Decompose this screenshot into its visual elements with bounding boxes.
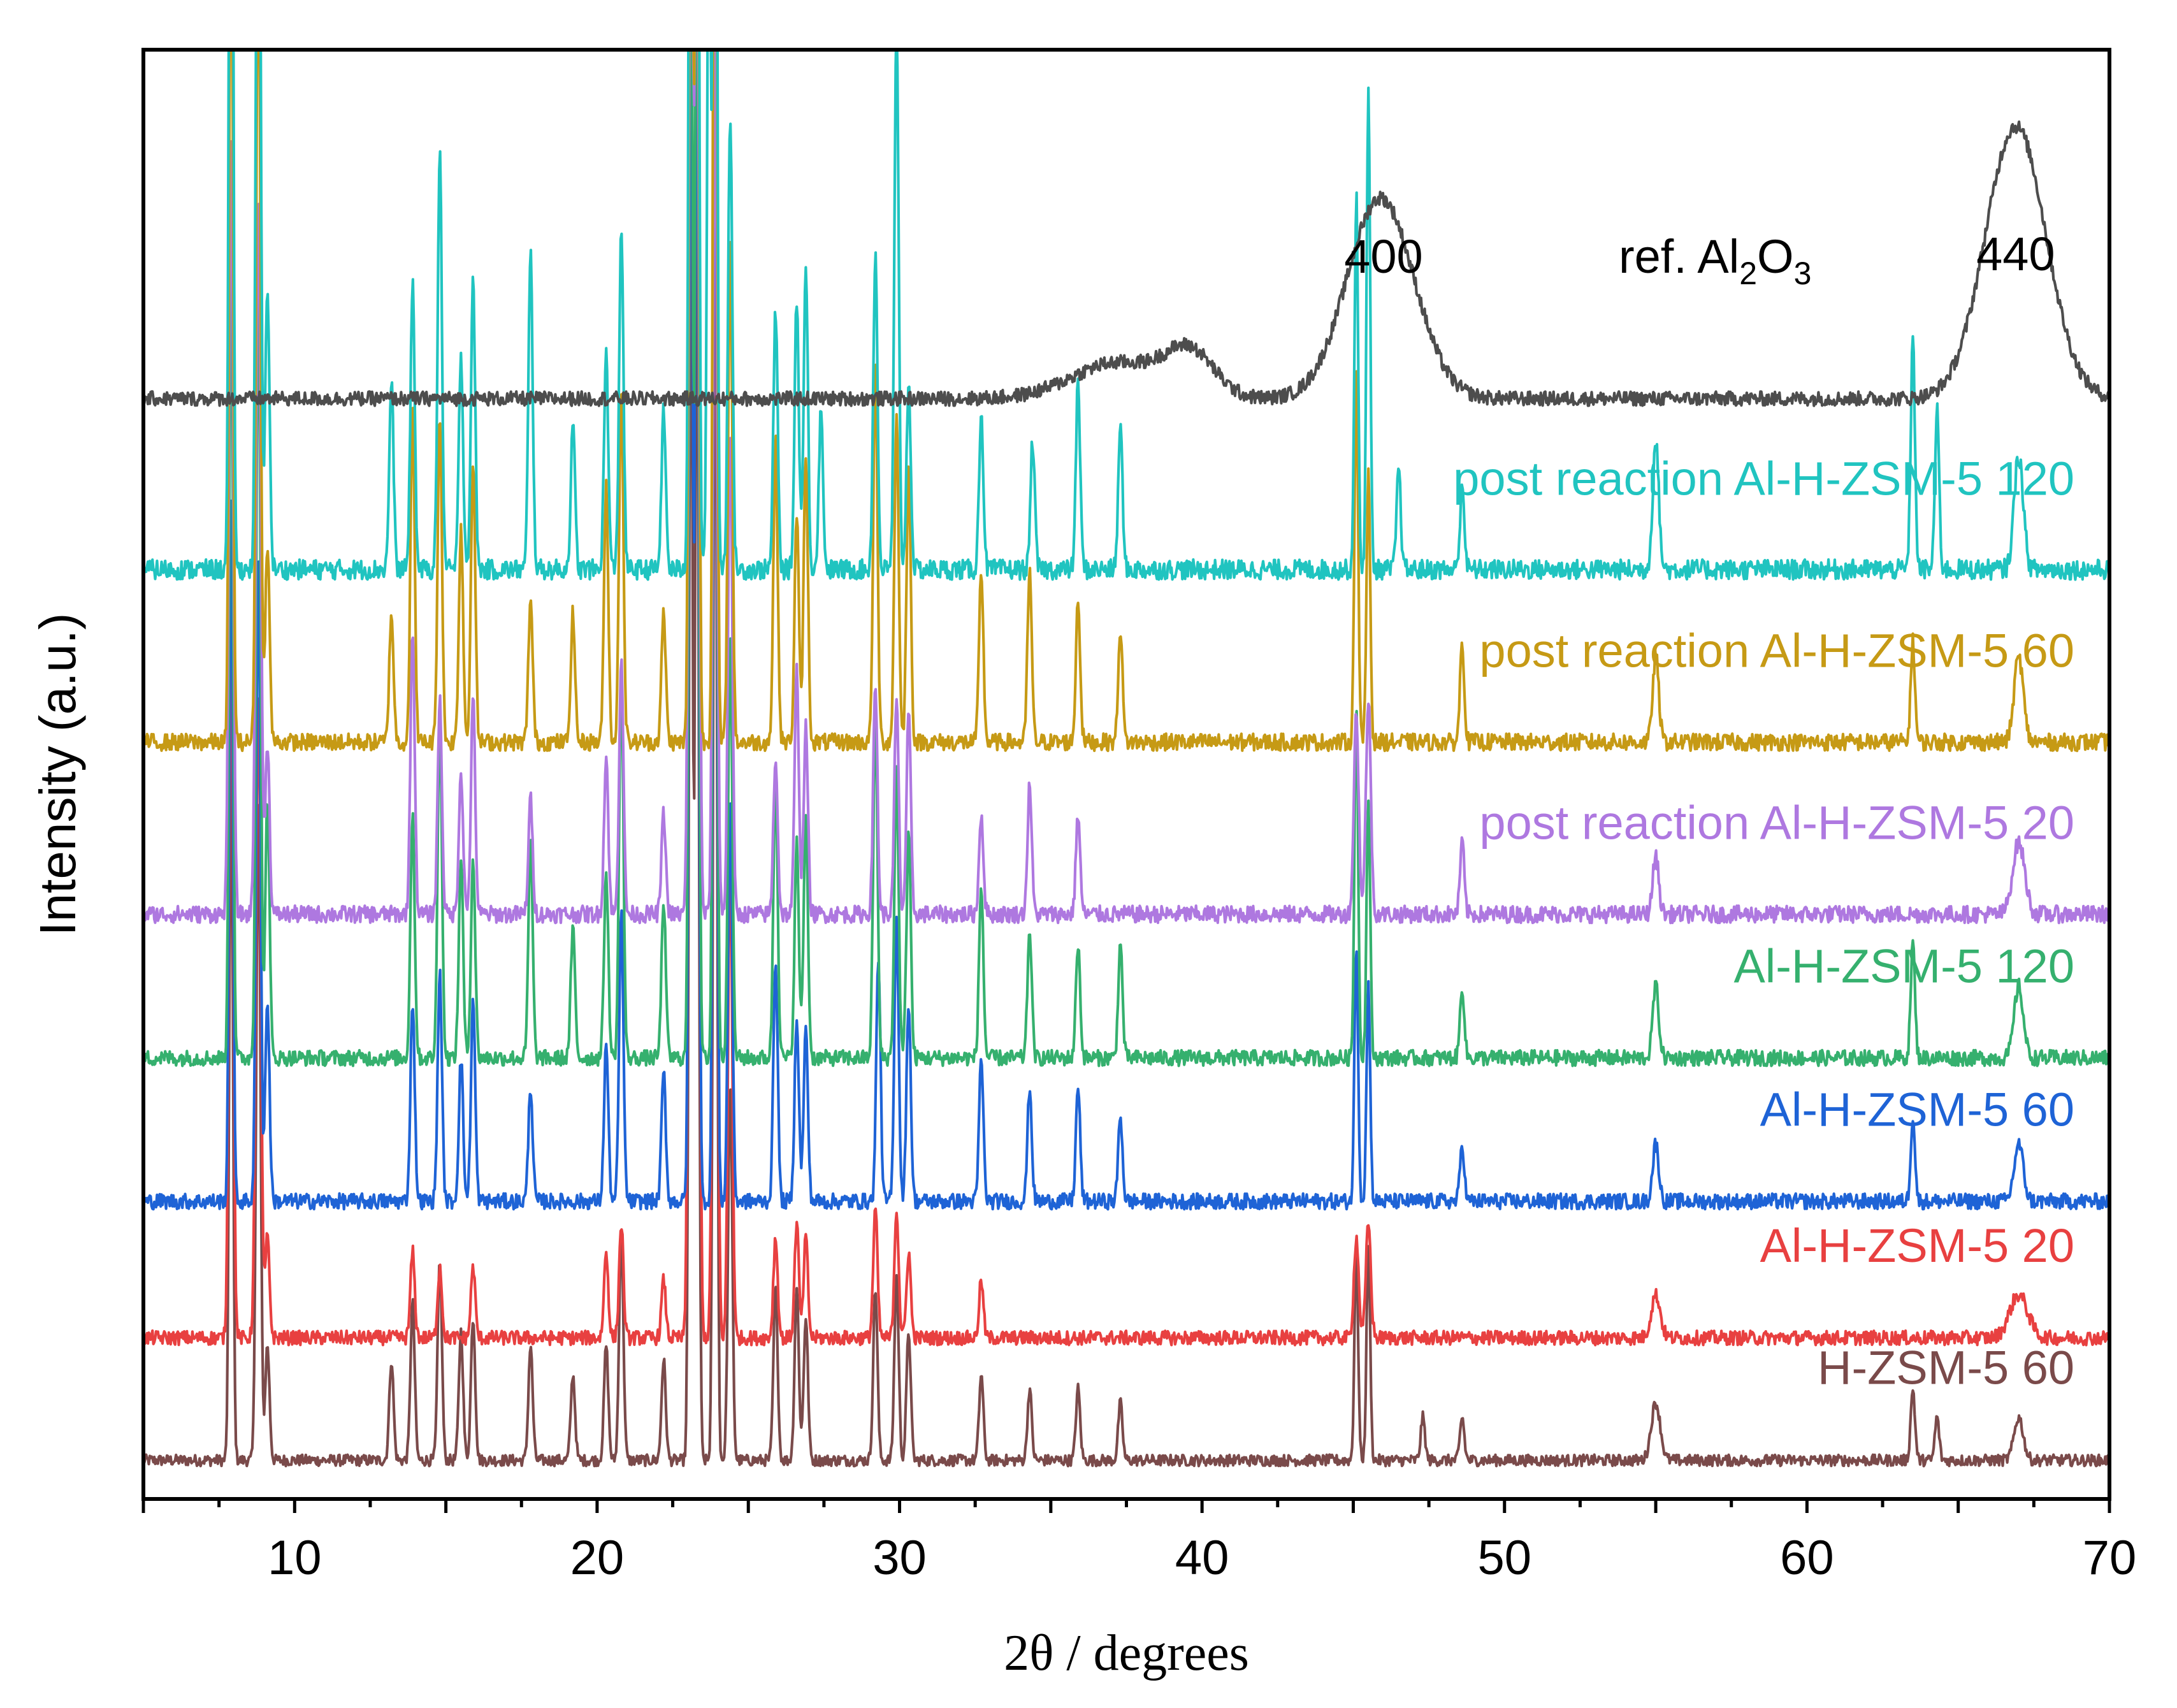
trace-labels-group: H-ZSM-5 60 Al-H-ZSM-5 20 Al-H-ZSM-5 60 Al-H… [1453, 452, 2074, 1394]
trace-label-h-zsm-5-60: H-ZSM-5 60 [1818, 1341, 2074, 1394]
trace-ref-al2o3 [143, 120, 2109, 407]
trace-post-reaction-al-h-zsm-5-60 [143, 50, 2109, 753]
x-tick-label: 30 [872, 1531, 927, 1585]
x-tick-label: 20 [570, 1531, 625, 1585]
trace-label-al-h-zsm-5-20: Al-H-ZSM-5 20 [1760, 1219, 2074, 1272]
annotation-ref-al2o3: ref. Al2O3 [1619, 230, 1811, 291]
trace-label-post-reaction-al-h-zsm-5-20: post reaction Al-H-ZSM-5 20 [1479, 796, 2074, 849]
annotation-440: 440 [1976, 228, 2055, 280]
trace-label-post-reaction-al-h-zsm-5-60: post reaction Al-H-ZSM-5 60 [1479, 624, 2074, 677]
trace-post-reaction-al-h-zsm-5-20 [143, 50, 2109, 925]
x-tick-label: 10 [268, 1531, 322, 1585]
x-tick-label: 70 [2083, 1531, 2137, 1585]
trace-al-h-zsm-5-60 [143, 50, 2109, 1211]
trace-al-h-zsm-5-20 [143, 50, 2109, 1347]
annotations-group: 400 440 ref. Al2O3 [1344, 228, 2055, 291]
trace-label-al-h-zsm-5-60: Al-H-ZSM-5 60 [1760, 1083, 2074, 1136]
traces-group [143, 50, 2109, 1468]
trace-h-zsm-5-60 [143, 161, 2109, 1468]
annotation-400: 400 [1344, 230, 1422, 283]
x-axis-label: 2θ / degrees [1004, 1625, 1249, 1681]
x-tick-label: 60 [1780, 1531, 1834, 1585]
x-tick-label: 40 [1175, 1531, 1229, 1585]
trace-label-al-h-zsm-5-120: Al-H-ZSM-5 120 [1733, 939, 2074, 992]
trace-al-h-zsm-5-120 [143, 50, 2109, 1068]
x-axis-ticks: 10 20 30 40 50 60 70 [141, 1499, 2137, 1585]
x-tick-label: 50 [1477, 1531, 1531, 1585]
trace-label-post-reaction-al-h-zsm-5-120: post reaction Al-H-ZSM-5 120 [1453, 452, 2074, 505]
y-axis-label: Intensity (a.u.) [29, 613, 86, 936]
